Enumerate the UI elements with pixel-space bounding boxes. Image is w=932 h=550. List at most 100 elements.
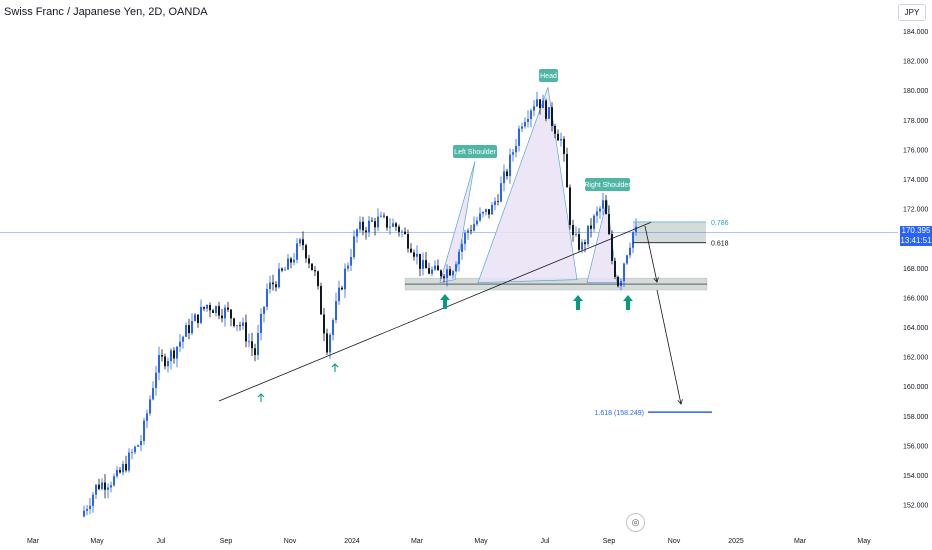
x-tick-label: May: [90, 538, 104, 545]
candle-body: [227, 307, 229, 310]
candle-body: [107, 487, 109, 490]
price-axis[interactable]: 184.000 182.000 180.000 178.000 176.000 174.0…: [903, 29, 928, 510]
candle-body: [416, 253, 418, 257]
candle-body: [314, 270, 316, 272]
candle-body: [395, 223, 397, 227]
candle-body: [614, 260, 616, 277]
y-tick-label: 174.000: [903, 177, 928, 184]
candle-body: [119, 470, 121, 473]
projection-arrow-short: [644, 225, 658, 283]
candle-body: [347, 265, 349, 269]
candle-body: [176, 346, 178, 359]
candle-body: [404, 231, 406, 235]
candle-body: [344, 268, 346, 290]
candle-body: [377, 216, 379, 228]
currency-badge[interactable]: JPY: [898, 4, 926, 21]
candle-body: [233, 318, 235, 326]
y-tick-label: 152.000: [903, 503, 928, 510]
candle-body: [167, 361, 169, 367]
candle-body: [131, 452, 133, 454]
candle-body: [329, 334, 331, 353]
left-shoulder-shape: [439, 161, 476, 284]
candle-body: [182, 336, 184, 342]
x-tick-label: May: [474, 538, 488, 545]
candle-body: [380, 215, 382, 217]
candle-body: [338, 287, 340, 302]
candle-body: [488, 209, 490, 215]
candle-body: [461, 243, 463, 252]
candle-body: [401, 231, 403, 233]
candle-body: [551, 107, 553, 126]
candle-body: [485, 209, 487, 212]
candle-body: [215, 306, 217, 313]
candle-body: [284, 269, 286, 271]
current-price-badge: 170.395 13:41:51: [900, 226, 932, 246]
chart-title: Swiss Franc / Japanese Yen, 2D, OANDA: [4, 6, 208, 18]
y-tick-label: 166.000: [903, 295, 928, 302]
y-tick-label: 160.000: [903, 384, 928, 391]
candle-body: [326, 333, 328, 353]
candle-body: [440, 270, 442, 277]
candle-body: [218, 306, 220, 316]
candle-body: [278, 268, 280, 288]
big-up-arrow-icon: [573, 295, 583, 310]
candle-body: [356, 229, 358, 237]
candle-body: [320, 286, 322, 315]
candle-body: [311, 263, 313, 271]
candle-body: [305, 245, 307, 259]
x-tick-label: Jul: [541, 538, 550, 545]
x-tick-label: Jul: [157, 538, 166, 545]
candle-body: [599, 208, 601, 212]
candle-body: [98, 484, 100, 489]
candle-body: [359, 221, 361, 230]
candle-body: [83, 510, 85, 517]
candle-body: [125, 463, 127, 471]
candle-body: [365, 230, 367, 233]
candle-body: [221, 315, 223, 319]
candle-body: [299, 239, 301, 244]
x-tick-label: Sep: [220, 538, 233, 545]
time-axis[interactable]: Mar May Jul Sep Nov 2024 Mar May Jul Sep Nov 2025 Ma…: [27, 538, 871, 545]
candle-body: [494, 201, 496, 205]
candle-body: [350, 257, 352, 266]
y-tick-label: 164.000: [903, 325, 928, 332]
candle-body: [230, 309, 232, 319]
candle-body: [560, 138, 562, 141]
candle-body: [200, 306, 202, 323]
candle-body: [173, 350, 175, 359]
candle-body: [530, 110, 532, 119]
candle-body: [509, 154, 511, 177]
candle-body: [254, 348, 256, 356]
candle-body: [113, 476, 115, 486]
candle-body: [428, 268, 430, 274]
candle-body: [236, 325, 238, 327]
candle-body: [155, 372, 157, 389]
candle-body: [362, 221, 364, 231]
candle-body: [515, 145, 517, 153]
candle-body: [386, 216, 388, 228]
pattern-label: Right Shoulder: [584, 182, 631, 189]
candle-body: [257, 333, 259, 356]
projection-arrow-target: [656, 289, 682, 405]
candle-body: [566, 153, 568, 188]
candle-body: [260, 313, 262, 334]
candle-body: [596, 211, 598, 216]
candle-body: [383, 215, 385, 217]
y-tick-label: 156.000: [903, 443, 928, 450]
small-up-arrow-icon: [257, 393, 265, 402]
candle-body: [449, 269, 451, 276]
candle-body: [500, 183, 502, 202]
candle-body: [86, 508, 88, 511]
tradingview-logo-icon[interactable]: ◎: [626, 513, 645, 532]
candle-body: [476, 220, 478, 225]
candle-body: [266, 289, 268, 307]
candle-body: [389, 226, 391, 228]
candle-body: [191, 321, 193, 334]
candle-body: [353, 236, 355, 258]
candle-body: [446, 269, 448, 279]
fib-label-1618: 1.618 (158.249): [595, 410, 644, 417]
x-tick-label: Nov: [668, 538, 681, 545]
candle-body: [179, 341, 181, 347]
candle-body: [458, 251, 460, 265]
